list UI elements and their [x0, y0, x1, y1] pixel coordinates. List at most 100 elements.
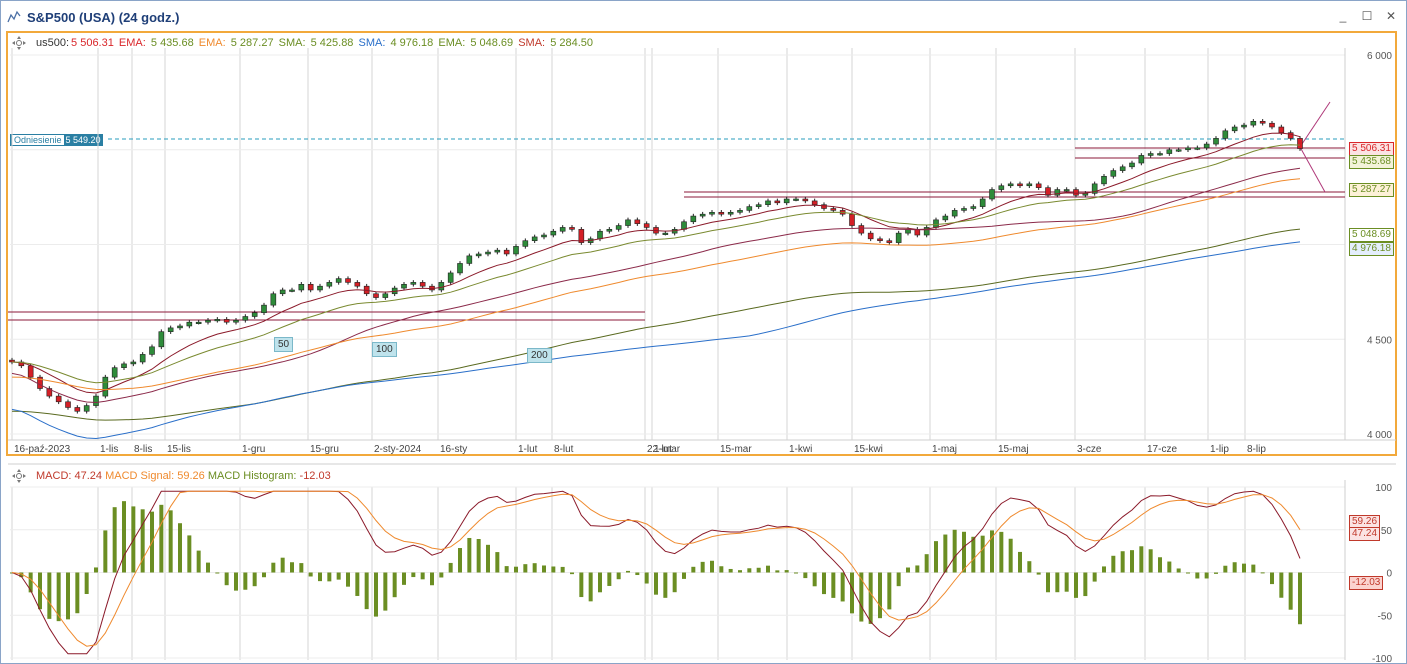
- candle-up: [121, 363, 127, 368]
- macd-histogram-bar: [318, 572, 322, 582]
- macd-histogram-bar: [1195, 572, 1200, 579]
- candle-up: [93, 395, 99, 406]
- candle-down: [634, 219, 641, 224]
- candle-up: [326, 282, 333, 287]
- macd-histogram-bar: [747, 568, 752, 573]
- price-tag: 5 048.69: [1349, 228, 1394, 242]
- macd-axis-label: 50: [1381, 526, 1393, 537]
- y-axis-label: 4 000: [1367, 430, 1392, 441]
- macd-histogram-bar: [654, 572, 658, 595]
- close-button[interactable]: ✕: [1385, 9, 1397, 23]
- macd-histogram-bar: [75, 572, 80, 614]
- macd-histogram-bar: [840, 572, 845, 602]
- candle-up: [1231, 126, 1238, 132]
- macd-histogram-bar: [952, 529, 957, 573]
- main-chart-panel[interactable]: [6, 31, 1397, 456]
- date-label: 16-paź-2023: [14, 444, 71, 455]
- macd-histogram-bar: [112, 507, 117, 573]
- macd-histogram-bar: [187, 535, 192, 573]
- candle-up: [1194, 147, 1201, 150]
- candle-down: [307, 283, 314, 291]
- candle-up: [923, 227, 930, 236]
- y-axis-label: 4 500: [1367, 335, 1392, 346]
- y-axis-label: 6 000: [1367, 51, 1392, 62]
- candle-up: [783, 198, 790, 204]
- candle-up: [1203, 143, 1210, 149]
- macd-histogram-bar: [784, 570, 789, 573]
- candle-up: [933, 219, 939, 228]
- candle-up: [1119, 166, 1126, 171]
- candle-up: [550, 230, 557, 236]
- move-icon[interactable]: [12, 36, 26, 50]
- candle-up: [447, 272, 454, 283]
- date-label: 1-lip: [1210, 444, 1229, 455]
- macd-axis-label: 0: [1386, 569, 1392, 580]
- macd-histogram-bar: [682, 572, 686, 579]
- macd-histogram-bar: [691, 566, 696, 573]
- sma-line: [11, 241, 1301, 440]
- macd-histogram-bar: [243, 572, 248, 590]
- date-label: 8-lut: [554, 444, 574, 455]
- main-legend-item: 5 435.68: [150, 37, 194, 49]
- candle-down: [802, 198, 809, 202]
- main-legend-item: SMA:: [358, 37, 386, 49]
- main-legend-item: 5 425.88: [310, 37, 354, 49]
- macd-histogram-bar: [374, 572, 378, 617]
- macd-histogram-bar: [56, 572, 61, 622]
- macd-axis-label: 100: [1375, 483, 1392, 494]
- candle-down: [46, 388, 53, 397]
- date-label: 1-lut: [518, 444, 538, 455]
- macd-histogram-bar: [971, 536, 976, 573]
- candle-down: [886, 240, 893, 243]
- macd-histogram-bar: [999, 531, 1004, 573]
- candle-up: [139, 354, 146, 363]
- candle-up: [167, 327, 174, 332]
- candle-down: [9, 359, 15, 363]
- ma-period-label[interactable]: 100: [372, 342, 397, 357]
- ma-period-label[interactable]: 200: [527, 348, 552, 363]
- maximize-button[interactable]: ☐: [1361, 9, 1373, 23]
- candle-up: [727, 211, 734, 215]
- reference-tag: Odniesienie 5 549.20: [10, 134, 103, 146]
- candle-up: [298, 283, 305, 291]
- macd-histogram-bar: [94, 567, 98, 573]
- price-tag: 5 435.68: [1349, 155, 1394, 169]
- trend-line: [1299, 146, 1326, 193]
- macd-axis-label: -50: [1378, 611, 1393, 622]
- macd-histogram-bar: [327, 572, 332, 582]
- macd-histogram-bar: [962, 531, 966, 573]
- ema-line: [11, 178, 1301, 391]
- candle-down: [503, 249, 510, 255]
- date-label: 1-kwi: [789, 444, 812, 455]
- macd-histogram-bar: [420, 572, 425, 580]
- ema-line: [11, 144, 1301, 384]
- candle-down: [419, 282, 426, 287]
- candle-up: [951, 210, 958, 217]
- candle-up: [998, 185, 1005, 190]
- title-bar[interactable]: S&P500 (USA) (24 godz.) _ ☐ ✕: [1, 1, 1406, 31]
- date-label: 22-lut: [647, 444, 672, 455]
- candle-up: [1007, 183, 1014, 187]
- macd-histogram-bar: [616, 572, 621, 580]
- candle-up: [1063, 189, 1070, 192]
- minimize-button[interactable]: _: [1339, 9, 1347, 23]
- candle-up: [1026, 183, 1033, 187]
- macd-histogram-bar: [598, 572, 602, 593]
- candle-up: [102, 376, 109, 397]
- macd-histogram-bar: [831, 572, 836, 598]
- move-icon[interactable]: [12, 469, 26, 483]
- candle-down: [1259, 121, 1266, 124]
- candle-up: [606, 229, 613, 232]
- macd-signal-line: [11, 490, 1301, 647]
- ma-period-label[interactable]: 50: [274, 337, 294, 352]
- window-title: S&P500 (USA) (24 godz.): [27, 10, 180, 25]
- macd-histogram-bar: [1260, 572, 1265, 574]
- macd-histogram-bar: [924, 554, 929, 573]
- macd-histogram-bar: [700, 561, 705, 573]
- macd-histogram-bar: [588, 572, 593, 602]
- macd-histogram-bar: [392, 572, 397, 598]
- candle-up: [1091, 183, 1098, 194]
- macd-histogram-bar: [1130, 550, 1134, 573]
- macd-legend-item: MACD Signal:: [105, 470, 175, 482]
